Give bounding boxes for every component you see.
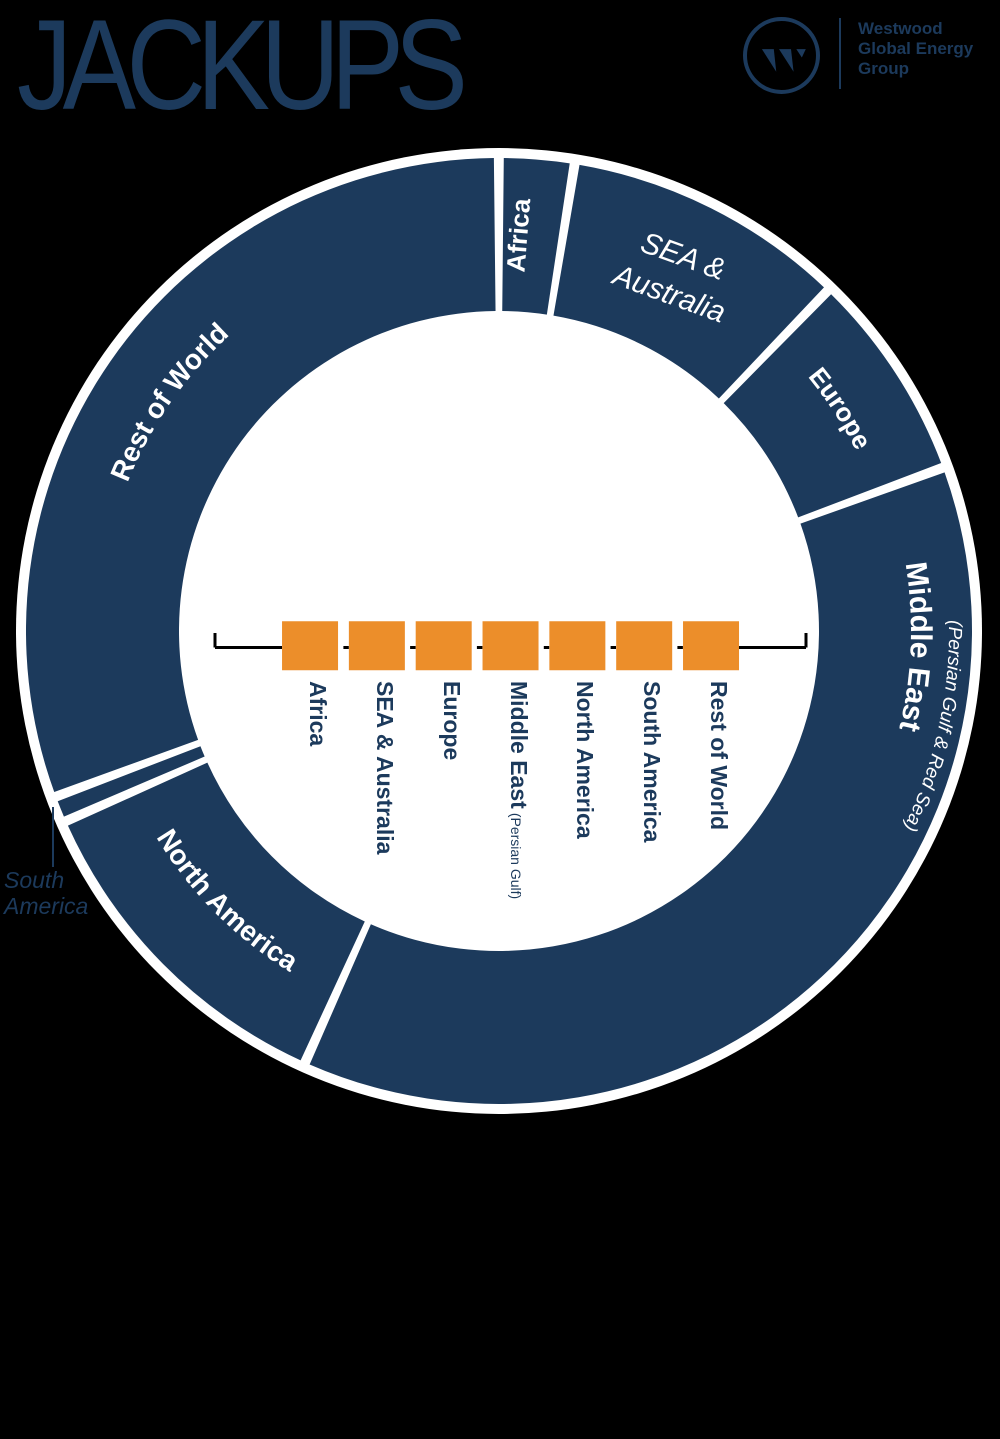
svg-text:America: America xyxy=(2,893,88,919)
svg-text:Africa: Africa xyxy=(500,197,536,273)
svg-text:South America: South America xyxy=(639,681,665,843)
svg-text:Rest of World: Rest of World xyxy=(706,681,732,830)
svg-text:North America: North America xyxy=(572,681,598,839)
svg-text:Africa: Africa xyxy=(305,681,331,746)
svg-text:SEA & Australia: SEA & Australia xyxy=(372,681,398,855)
svg-text:Europe: Europe xyxy=(439,681,465,760)
svg-text:South: South xyxy=(4,867,64,893)
